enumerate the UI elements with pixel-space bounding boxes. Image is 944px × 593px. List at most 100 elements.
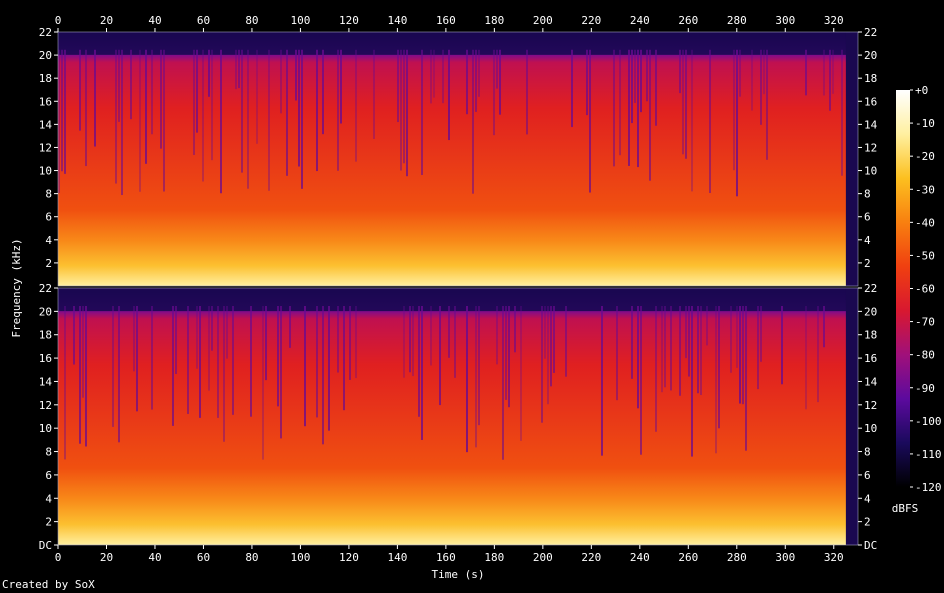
channel-1-texture-column [196,49,198,133]
channel-2-texture-column [640,305,642,455]
channel-2-texture-column [739,305,741,404]
channel-2-texture-column [304,305,306,427]
channel-1-texture-column [766,49,768,160]
channel-2-texture-column [85,305,87,447]
channel-2-texture-column [187,305,189,414]
channel-2-texture-column [631,305,633,379]
channel-2-texture-column [823,305,825,348]
channel-2-texture-column [691,305,693,457]
channel-1-texture-column [472,49,474,194]
channel-2-texture-column [112,305,114,427]
channel-1-texture-column [640,49,642,113]
x-tick-label: 120 [339,551,359,564]
colorbar-tick-label: -70 [915,316,935,329]
x-tick-label: 40 [148,14,161,27]
channel-2-texture-column [496,305,498,365]
channel-2-texture-column [250,305,252,417]
channel-2-texture-column [760,305,762,362]
channel-1-texture-column [448,49,450,141]
channel-2-texture-column [715,305,717,454]
colorbar-label: dBFS [892,502,919,515]
y-tick-label: 14 [39,375,53,388]
channel-1-texture-column [430,49,432,104]
channel-1-texture-column [655,49,657,126]
channel-1-texture-column [268,49,270,191]
y-tick-label: 20 [39,305,52,318]
channel-2-spectrum [58,288,858,545]
y-tick-label: 16 [39,95,52,108]
channel-2-texture-column [349,305,351,380]
x-tick-label: 160 [436,551,456,564]
channel-1-texture-column [679,49,681,94]
channel-2-texture-column [466,305,468,453]
channel-2-texture-column [409,305,411,373]
x-tick-label: 260 [678,14,698,27]
channel-1-texture-column [295,49,297,101]
channel-2-texture-column [805,305,807,410]
channel-2-texture-column [601,305,603,456]
y-tick-label: 2 [864,516,871,529]
x-tick-label: 160 [436,14,456,27]
y-tick-label: 12 [39,399,52,412]
x-tick-label: 100 [290,14,310,27]
channel-2-texture-column [328,305,330,431]
y-tick-label: 22 [39,282,52,295]
x-tick-label: 220 [581,551,601,564]
y-tick-label: 20 [864,305,877,318]
y-tick-label: 18 [39,72,52,85]
y-tick-label: 2 [864,257,871,270]
y-tick-label: 8 [864,446,871,459]
channel-1-texture-column [571,49,573,128]
channel-1-texture-column [256,49,258,144]
channel-1-texture-column [496,49,498,89]
channel-2-texture-column [403,305,405,378]
colorbar-tick-label: -120 [915,481,942,494]
y-tick-label: 14 [864,375,878,388]
channel-2-panel [57,287,859,546]
channel-1-texture-column [433,49,435,98]
colorbar-tick-label: -60 [915,283,935,296]
y-tick-label: DC [39,539,52,552]
channel-2-texture-column [289,305,291,348]
channel-2-texture-column [418,305,420,417]
y-tick-label: 12 [864,399,877,412]
x-tick-label: 200 [533,14,553,27]
y-tick-label: 18 [864,329,877,342]
channel-1-texture-column [709,49,711,193]
channel-1-texture-column [586,49,588,116]
x-tick-label: 0 [55,14,62,27]
channel-2-texture-column [742,305,744,405]
channel-1-texture-column [139,49,141,192]
channel-1-texture-column [235,49,237,90]
channel-1-texture-column [649,49,651,181]
y-tick-label: 10 [864,422,877,435]
y-tick-label: 16 [864,352,877,365]
channel-1-texture-column [121,49,123,196]
channel-2-fadeout [845,288,858,545]
channel-2-texture-column [199,305,201,418]
channel-2-texture-column [337,305,339,373]
channel-2-texture-column [133,305,135,372]
channel-2-texture-column [706,305,708,346]
channel-1-texture-column [151,49,153,135]
channel-2-texture-column [745,305,747,451]
channel-1-texture-column [130,49,132,120]
channel-2-texture-column [421,305,423,440]
channel-2-texture-column [223,305,225,442]
channel-1-texture-column [619,49,621,156]
colorbar-tick-label: -50 [915,249,935,262]
channel-1-texture-column [442,49,444,104]
channel-2-texture-column [277,305,279,407]
x-tick-label: 60 [197,551,210,564]
channel-1-texture-column [493,49,495,136]
colorbar: +0 -10 -20 -30 -40 -50 -60 -70 -80 -90 -100 -110 -12… [892,84,942,515]
colorbar-tick-label: -30 [915,183,935,196]
channel-2-texture-column [688,305,690,377]
x-tick-label: 180 [484,551,504,564]
channel-1-texture-column [733,49,735,171]
y-tick-label: 20 [39,49,52,62]
channel-2-texture-column [82,305,84,398]
x-tick-label: 0 [55,551,62,564]
channel-1-texture-column [760,49,762,125]
channel-1-texture-column [247,49,249,189]
